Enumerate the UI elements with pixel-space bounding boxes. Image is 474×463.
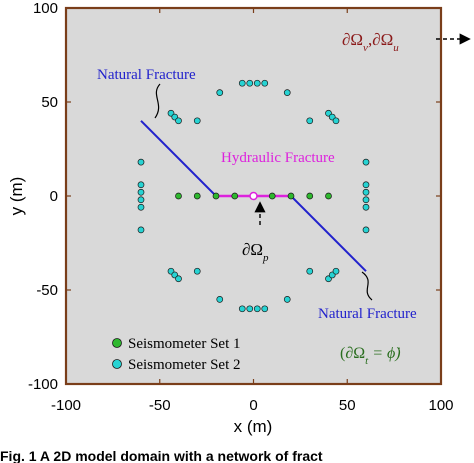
seismometer-point [332, 267, 340, 275]
seismometer-point [137, 158, 145, 166]
seismometer-point [193, 117, 201, 125]
y-axis-label: y (m) [7, 177, 26, 216]
x-tick-label: -100 [51, 397, 81, 414]
natural-fracture-label-bottom: Natural Fracture [318, 306, 417, 322]
seismometer-point [362, 203, 370, 211]
seismometer-point [283, 296, 291, 303]
seismometer-point [216, 89, 224, 96]
x-tick-label: -50 [149, 397, 171, 414]
traction-condition-label: (∂Ωt = ϕ̇) [340, 345, 401, 367]
seismometer-point [253, 79, 261, 87]
seismometer-point [137, 196, 145, 204]
seismometer-point [332, 117, 340, 125]
seismometer-point [283, 89, 291, 96]
seismometer-point [175, 117, 182, 125]
seismometer-point [216, 296, 224, 303]
seismometer-point [362, 158, 370, 166]
seismometer-point [175, 275, 182, 283]
seismometer-point [306, 117, 314, 125]
seismometer-point [193, 192, 201, 200]
x-axis-label: x (m) [234, 417, 273, 436]
seismometer-point [268, 192, 276, 200]
figure-caption: Fig. 1 A 2D model domain with a network … [0, 448, 323, 463]
seismometer-point [238, 305, 246, 313]
seismometer-point [362, 196, 370, 204]
hydraulic-fracture-label: Hydraulic Fracture [221, 150, 335, 166]
seismometer-point [231, 192, 239, 200]
legend-label-set-2: Seismometer Set 2 [128, 357, 241, 373]
seismometer-point [137, 181, 145, 189]
y-tick-label: -100 [28, 376, 58, 393]
natural-fracture-bottom-leader [361, 271, 373, 301]
seismometer-point [306, 267, 314, 275]
seismometer-point [362, 181, 370, 189]
seismometer-point [325, 192, 332, 200]
legend-label-set-1: Seismometer Set 1 [128, 336, 241, 352]
seismometer-point [175, 192, 182, 200]
y-tick-label: -50 [36, 282, 58, 299]
seismometer-point [137, 226, 145, 234]
y-tick-label: 100 [33, 0, 58, 17]
seismometer-set-1 [175, 192, 332, 200]
legend-marker-set-1 [112, 338, 122, 348]
seismometer-point [261, 305, 269, 313]
y-tick-label: 50 [41, 94, 58, 111]
seismometer-point [253, 305, 261, 313]
outer-boundary-label: ∂Ωv,∂Ωu [342, 30, 399, 54]
seismometer-point [261, 79, 269, 87]
seismometer-point [193, 267, 201, 275]
axis-ticks [65, 7, 442, 385]
injection-point-marker [249, 191, 258, 201]
natural-fracture-label-top: Natural Fracture [97, 67, 196, 83]
y-tick-label: 0 [50, 188, 58, 205]
seismometer-point [246, 79, 254, 87]
axis-tick-labels: -100 -50 0 50 100 -100 -50 0 50 100 [28, 0, 454, 414]
seismometer-point [137, 188, 145, 196]
seismometer-point [362, 226, 370, 234]
x-tick-label: 50 [339, 397, 356, 414]
natural-fracture-top-leader [154, 83, 161, 119]
seismometer-point [212, 192, 220, 200]
seismometer-point [306, 192, 314, 200]
seismometer-set-2 [137, 79, 370, 313]
x-tick-label: 100 [428, 397, 453, 414]
legend-marker-set-2 [112, 359, 122, 369]
seismometer-point [246, 305, 254, 313]
seismometer-point [137, 203, 145, 211]
seismometer-point [238, 79, 246, 87]
legend: Seismometer Set 1 Seismometer Set 2 [112, 336, 241, 373]
x-tick-label: 0 [249, 397, 257, 414]
seismometer-point [287, 192, 295, 200]
pressure-boundary-label: ∂Ωp [242, 240, 269, 264]
seismometer-point [362, 188, 370, 196]
